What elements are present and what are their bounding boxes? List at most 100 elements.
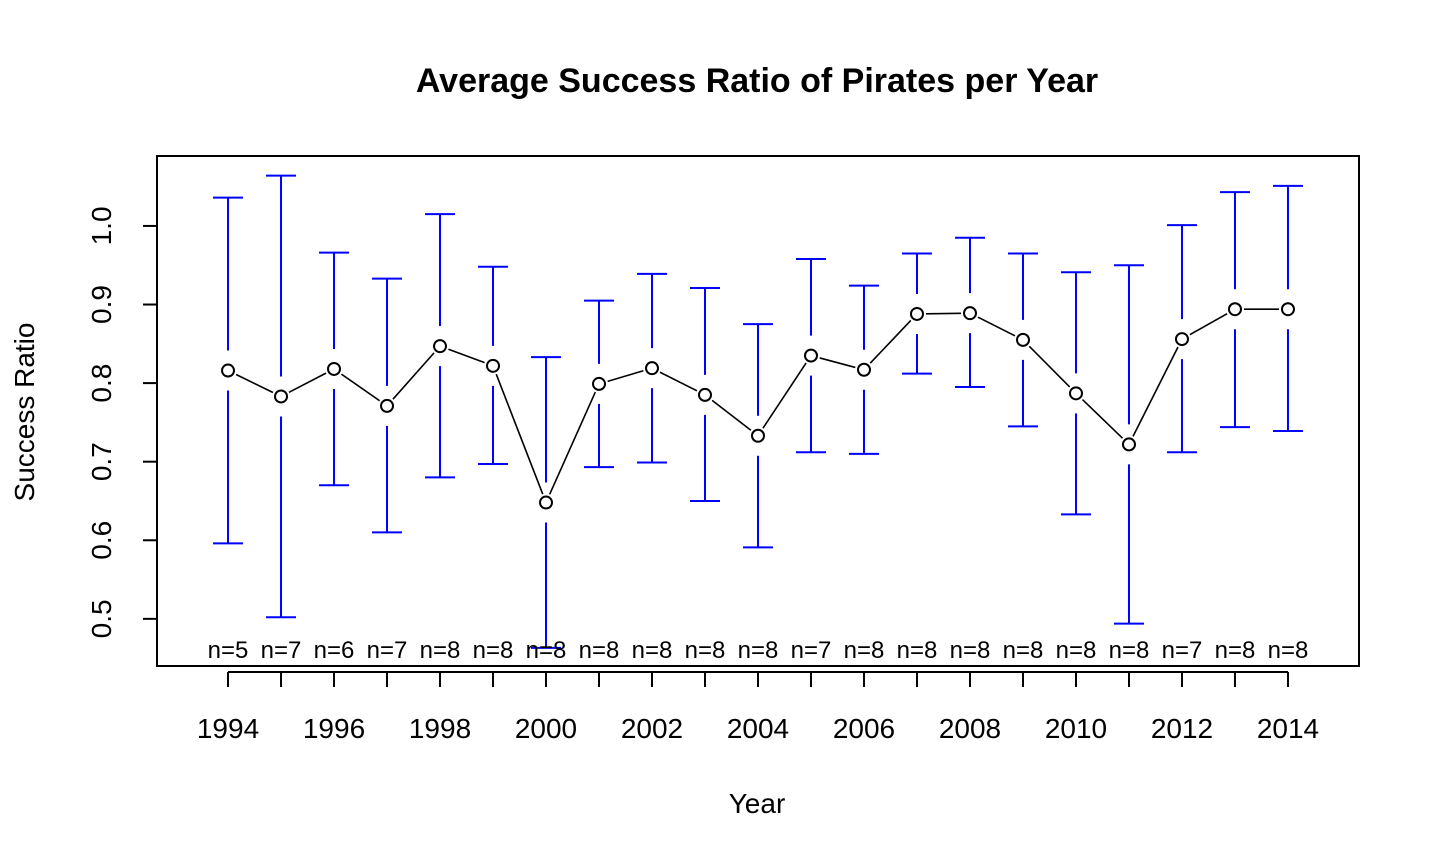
y-tick-label: 0.7 (86, 442, 117, 481)
sample-size-label: n=8 (1056, 637, 1097, 664)
data-point (962, 306, 977, 321)
error-bar (1007, 252, 1038, 428)
data-point (856, 362, 871, 377)
series-line-segment (548, 391, 597, 495)
sample-size-label: n=8 (950, 637, 991, 664)
error-bar (531, 356, 562, 649)
x-tick-label: 1998 (409, 713, 471, 744)
data-point (645, 361, 660, 376)
error-bar (901, 252, 932, 375)
error-bar (795, 257, 826, 454)
x-axis: 1994 1996 1998 2000 2002 2004 2006 2008 2010 2012… (197, 671, 1319, 744)
error-bar (743, 323, 773, 549)
sample-size-label: n=8 (844, 637, 885, 664)
series-line-segment (392, 352, 435, 400)
x-tick-label: 2012 (1151, 713, 1213, 744)
error-bar (584, 299, 615, 469)
series-points (221, 302, 1295, 510)
data-point (1015, 332, 1030, 347)
data-point (698, 387, 713, 402)
sample-size-label: n=6 (314, 637, 355, 664)
sample-size-label: n=8 (738, 637, 779, 664)
sample-size-label: n=8 (1003, 637, 1044, 664)
sample-size-label: n=7 (367, 637, 408, 664)
series-line-segment (1028, 345, 1071, 388)
sample-size-label: n=8 (632, 637, 673, 664)
data-point (433, 339, 448, 354)
y-axis-title: Success Ratio (9, 323, 40, 502)
data-point (274, 389, 289, 404)
x-tick-label: 2002 (621, 713, 683, 744)
error-bar (319, 251, 350, 487)
data-point (1121, 437, 1136, 452)
series-line-segment (762, 362, 807, 429)
y-tick-label: 0.6 (86, 521, 117, 560)
series-line-segment (1132, 346, 1179, 437)
data-point (751, 428, 765, 443)
error-bar (478, 265, 509, 466)
series-line-segment (977, 316, 1016, 337)
series-line-segment (1081, 398, 1124, 439)
data-point (327, 361, 342, 376)
series-line-segment (1189, 312, 1228, 336)
error-bars (213, 174, 1303, 649)
data-point (592, 376, 607, 391)
error-bar (1272, 184, 1303, 433)
error-bar (848, 284, 879, 455)
x-tick-label: 1994 (197, 713, 259, 744)
series-line-segment (288, 372, 327, 394)
series-line-segment (607, 369, 644, 383)
error-bar (1166, 224, 1197, 454)
sample-size-label: n=8 (473, 637, 514, 664)
sample-size-label: n=7 (1162, 637, 1203, 664)
series-line-segment (659, 371, 698, 392)
x-tick-label: 1996 (303, 713, 365, 744)
x-axis-title: Year (729, 788, 786, 819)
y-tick-label: 1.0 (86, 206, 117, 245)
data-point (380, 398, 395, 413)
data-point (1280, 302, 1295, 317)
chart-title: Average Success Ratio of Pirates per Yea… (416, 62, 1098, 100)
error-bar (954, 236, 985, 389)
sample-size-label: n=8 (579, 637, 620, 664)
y-tick-label: 0.9 (86, 285, 117, 324)
error-bar (1219, 191, 1250, 429)
sample-size-label: n=8 (1268, 637, 1309, 664)
sample-size-labels: n=5 n=7 n=6 n=7 n=8 n=8 n=8 n=8 n=8 n=8 n=8 n=7 n=8 n… (208, 637, 1309, 664)
sample-size-label: n=7 (261, 637, 302, 664)
x-tick-label: 2006 (833, 713, 895, 744)
error-bar (1060, 271, 1091, 516)
data-point (1174, 332, 1189, 347)
x-tick-label: 2004 (727, 713, 789, 744)
sample-size-label: n=8 (1215, 637, 1256, 664)
x-tick-label: 2014 (1257, 713, 1319, 744)
x-tick-label: 2000 (515, 713, 577, 744)
y-tick-label: 0.5 (86, 599, 117, 638)
series-line-segment (925, 312, 962, 315)
error-bar (690, 287, 721, 502)
series-line-segment (711, 399, 752, 431)
error-bar (425, 213, 456, 479)
y-tick-label: 0.8 (86, 364, 117, 403)
series-line-segment (495, 373, 544, 495)
x-tick-label: 2008 (939, 713, 1001, 744)
error-bar (266, 174, 297, 619)
data-point (803, 348, 818, 363)
y-axis: 0.5 0.6 0.7 0.8 0.9 1.0 (86, 206, 158, 638)
sample-size-label: n=5 (208, 637, 249, 664)
sample-size-label: n=8 (1109, 637, 1150, 664)
series-line-segment (869, 319, 912, 364)
series-line-segment (340, 373, 381, 402)
sample-size-label: n=8 (897, 637, 938, 664)
sample-size-label: n=8 (685, 637, 726, 664)
x-tick-label: 2010 (1045, 713, 1107, 744)
data-point (1068, 386, 1083, 401)
data-point (221, 363, 236, 378)
sample-size-label: n=7 (791, 637, 832, 664)
error-bar (213, 196, 244, 545)
error-bar (372, 277, 403, 534)
series-line-segment (819, 357, 856, 369)
data-point (486, 358, 501, 373)
data-point (909, 306, 924, 321)
